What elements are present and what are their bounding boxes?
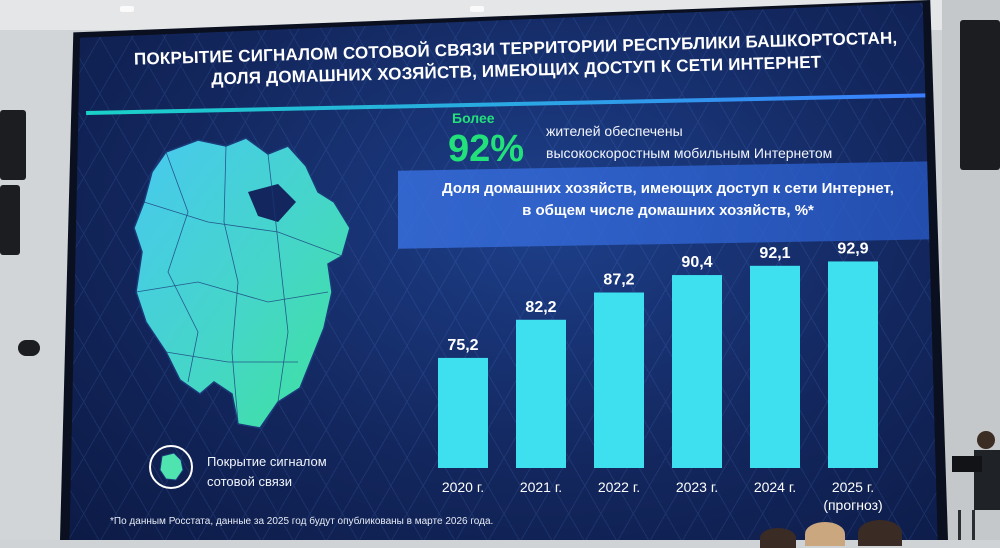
stat-description: жителей обеспечены высокоскоростным моби… (546, 120, 926, 164)
bar-4 (750, 265, 800, 468)
audience-head (760, 528, 796, 548)
bar-0 (438, 357, 488, 468)
chart-title-line1: Доля домашних хозяйств, имеющих доступ к… (442, 180, 894, 197)
district-borders (135, 145, 343, 423)
category-label-4: 2024 г. (754, 479, 796, 495)
bar-1 (516, 319, 566, 468)
speaker-icon (0, 110, 26, 180)
bar-3 (672, 275, 722, 468)
coverage-legend-icon (149, 445, 193, 489)
category-label-2: 2022 г. (598, 479, 640, 495)
bar-value-label-0: 75,2 (447, 337, 478, 354)
bar-2 (594, 292, 644, 468)
ceiling-light (120, 6, 134, 12)
category-label-0: 2020 г. (442, 479, 484, 495)
internet-access-bar-chart: 75,2 2020 г. 82,2 2021 г. 87,2 2022 г. 90,4 202… (438, 240, 883, 513)
camera-operator (952, 431, 1000, 540)
bar-5 (828, 261, 878, 468)
category-label-3: 2023 г. (676, 479, 718, 495)
stat-value: 92% (448, 128, 525, 170)
category-label-1: 2021 г. (520, 479, 562, 495)
water-body (248, 184, 296, 222)
bar-value-label-3: 90,4 (681, 254, 712, 271)
chart-title-line2: в общем числе домашних хозяйств, %* (522, 202, 814, 219)
bar-value-label-4: 92,1 (759, 245, 790, 262)
stat-description-line2: высокоскоростным мобильным Интернетом (546, 145, 833, 161)
bar-value-label-2: 87,2 (603, 272, 634, 289)
region-coverage-map (133, 137, 351, 429)
category-label-5: 2025 г. (прогноз) (823, 479, 882, 513)
coverage-legend-label: Покрытие сигналом сотовой связи (207, 452, 357, 492)
left-wall (0, 30, 70, 540)
projection-screen: ПОКРЫТИЕ СИГНАЛОМ СОТОВОЙ СВЯЗИ ТЕРРИТОР… (69, 2, 938, 540)
ceiling-light (470, 6, 484, 12)
region-outline (133, 137, 351, 429)
chart-title: Доля домашних хозяйств, имеющих доступ к… (398, 178, 938, 222)
coverage-legend-line2: сотовой связи (207, 474, 293, 489)
speaker-icon (0, 185, 20, 255)
coverage-legend-line1: Покрытие сигналом (207, 454, 327, 469)
bar-value-label-1: 82,2 (525, 299, 556, 316)
security-camera-icon (18, 340, 40, 356)
audience-head (805, 522, 845, 546)
speaker-icon (960, 20, 1000, 170)
bar-value-label-5: 92,9 (837, 240, 868, 257)
footnote: *По данным Росстата, данные за 2025 год … (110, 516, 494, 527)
stat-prefix: Более (452, 110, 495, 126)
audience-head (858, 520, 902, 546)
stat-description-line1: жителей обеспечены (546, 123, 683, 139)
